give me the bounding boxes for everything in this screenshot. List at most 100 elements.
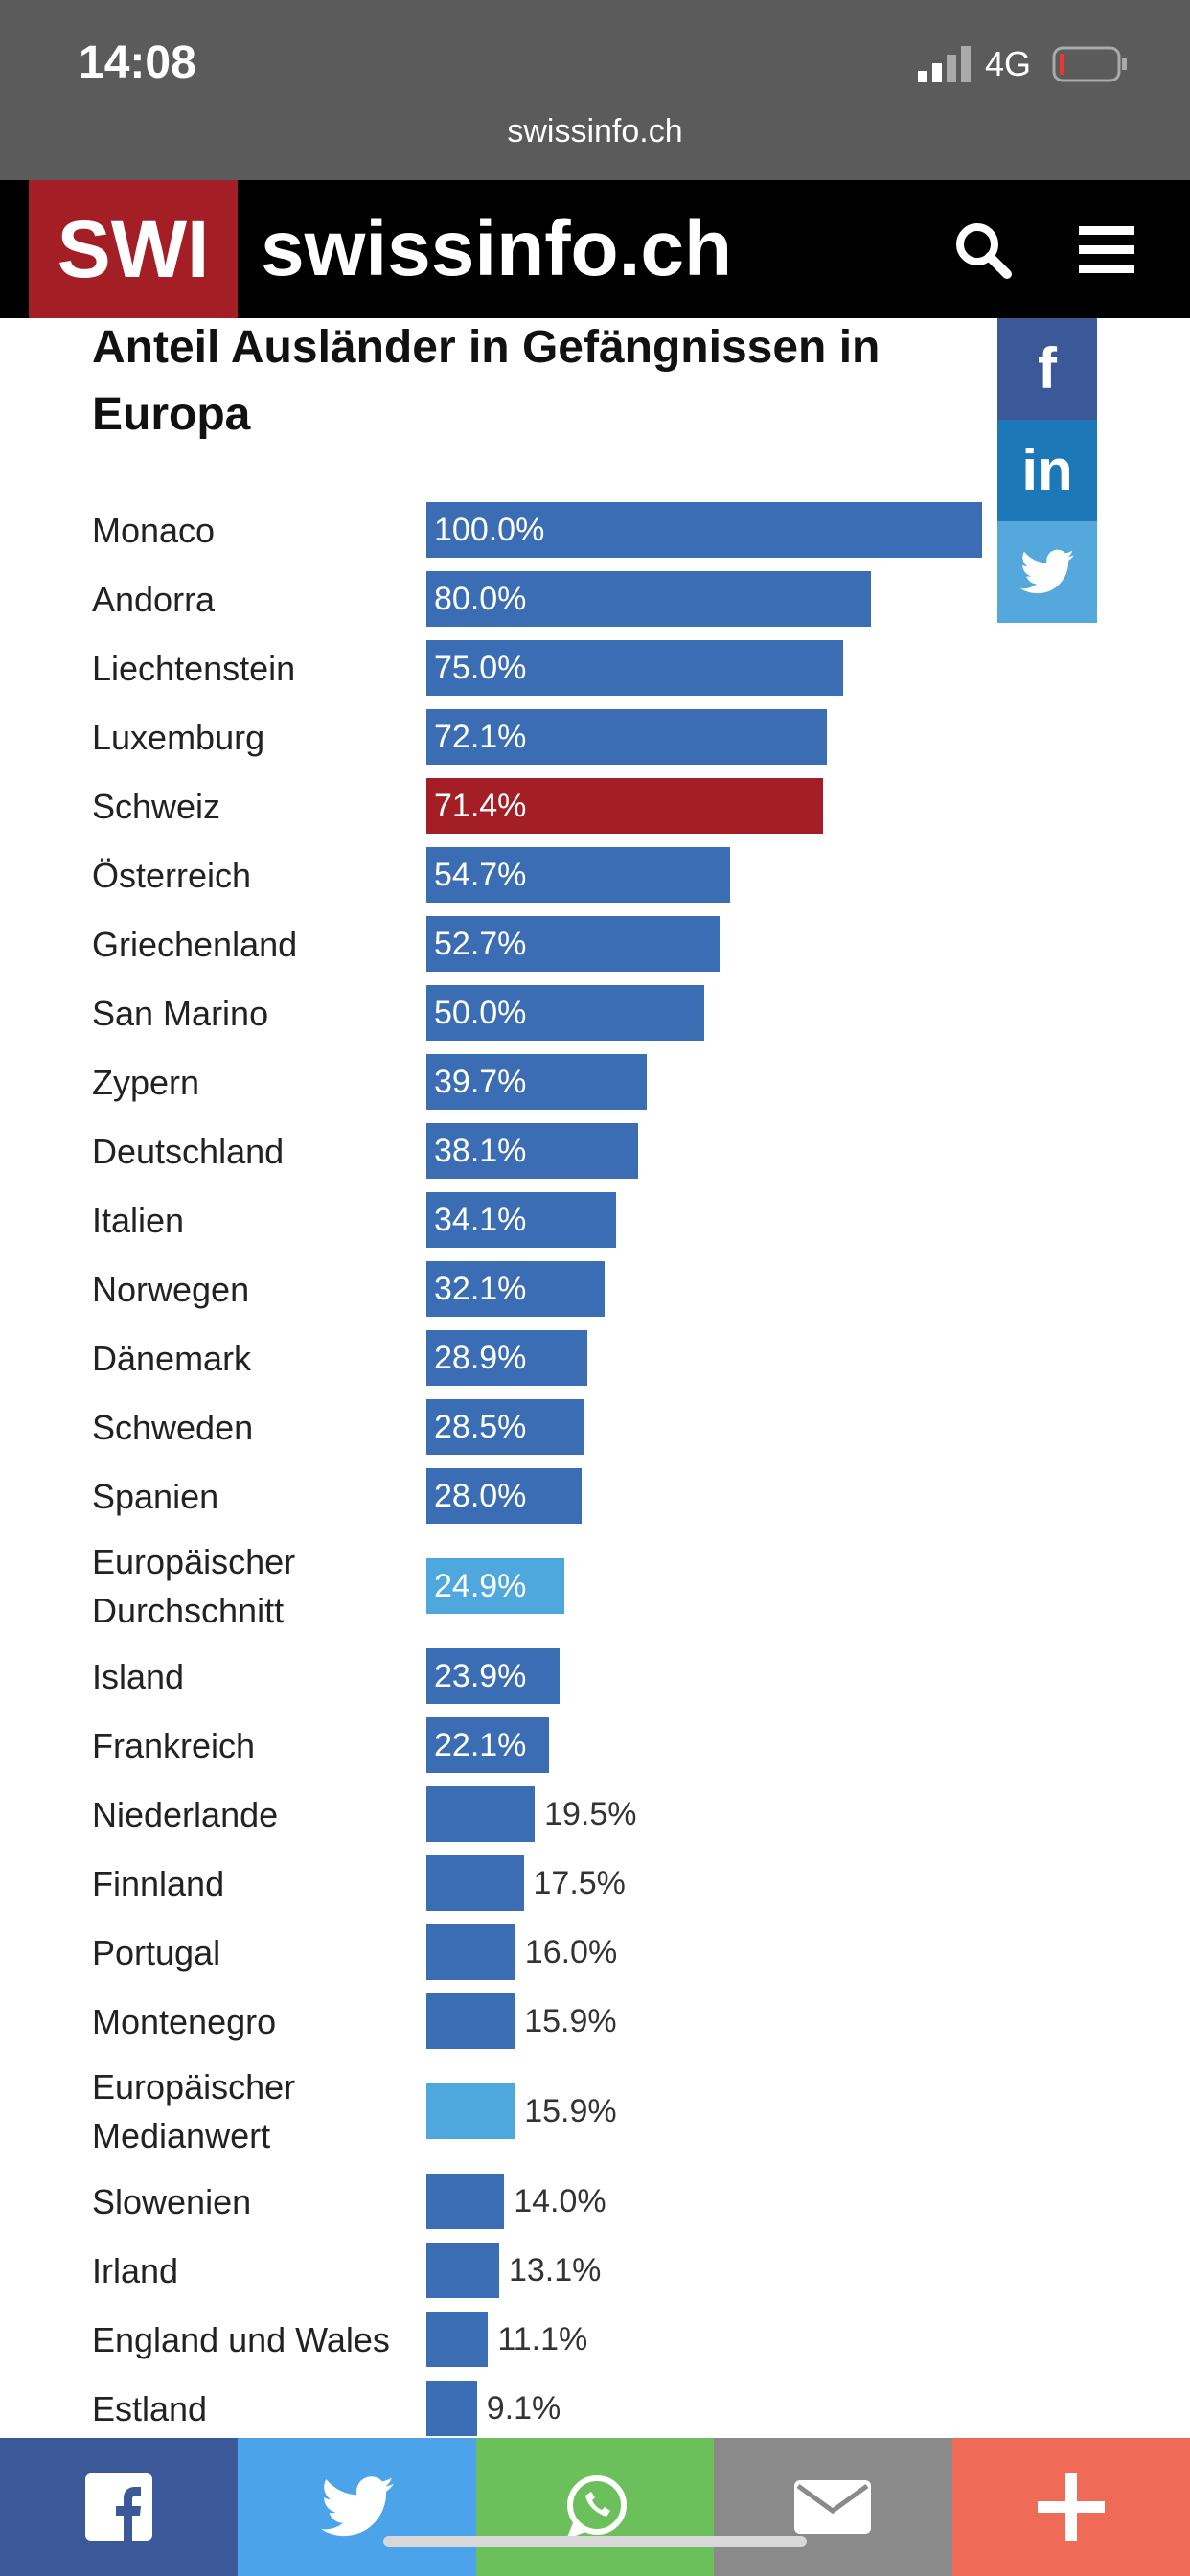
- status-bar: 14:08 4G swissinfo.ch: [0, 0, 1190, 180]
- category-label: Europäischer Durchschnitt: [92, 1542, 296, 1630]
- email-button[interactable]: [714, 2438, 952, 2576]
- network: 4G: [985, 44, 1032, 83]
- search-icon[interactable]: [953, 220, 1013, 280]
- category-label: Estland: [92, 2388, 208, 2428]
- category-label: England und Wales: [92, 2319, 390, 2359]
- category-label: Liechtenstein: [92, 648, 296, 688]
- linkedin-share[interactable]: in: [997, 420, 1097, 521]
- bar-row: Finnland 17.5%: [92, 1849, 1050, 1918]
- bar: 22.1%: [426, 1717, 550, 1773]
- bar-row: Griechenland 52.7%: [92, 909, 1050, 978]
- bar: 28.5%: [426, 1399, 585, 1455]
- url[interactable]: swissinfo.ch: [507, 113, 683, 150]
- bar: [426, 1993, 515, 2049]
- category-label: Island: [92, 1656, 185, 1696]
- facebook-button[interactable]: [0, 2438, 239, 2576]
- value-label: 100.0%: [434, 511, 545, 548]
- menu-icon[interactable]: [1079, 226, 1134, 274]
- value-label: 34.1%: [434, 1201, 527, 1238]
- category-label: San Marino: [92, 993, 269, 1033]
- share-sidebar: f in: [997, 318, 1097, 623]
- logo[interactable]: SWI: [29, 180, 238, 318]
- bar: 50.0%: [426, 985, 704, 1041]
- bar-row: San Marino 50.0%: [92, 978, 1050, 1047]
- bar: 38.1%: [426, 1123, 638, 1179]
- value-label: 75.0%: [434, 649, 527, 686]
- category-label: Norwegen: [92, 1269, 250, 1309]
- plus-icon: [1037, 2473, 1105, 2541]
- bar-row: Norwegen 32.1%: [92, 1254, 1050, 1323]
- site-name[interactable]: swissinfo.ch: [261, 205, 733, 292]
- bar-row: Europäischer Medianwert 15.9%: [92, 2056, 1050, 2167]
- bar-row: Schweiz 71.4%: [92, 771, 1050, 840]
- bar-row: Dänemark 28.9%: [92, 1323, 1050, 1392]
- bar-row: Österreich 54.7%: [92, 840, 1050, 909]
- bar: [426, 2174, 505, 2229]
- signal-icon: [918, 46, 971, 82]
- category-label: Monaco: [92, 510, 216, 550]
- category-label: Portugal: [92, 1932, 221, 1972]
- value-label: 24.9%: [434, 1567, 527, 1604]
- category-label: Europäischer Medianwert: [92, 2067, 296, 2155]
- value-label: 28.9%: [434, 1339, 527, 1376]
- whatsapp-button[interactable]: [475, 2438, 715, 2576]
- value-label: 19.5%: [544, 1795, 637, 1832]
- category-label: Frankreich: [92, 1725, 256, 1765]
- value-label: 9.1%: [486, 2389, 561, 2426]
- bar: 28.0%: [426, 1468, 583, 1524]
- bar: 75.0%: [426, 640, 843, 696]
- twitter-share[interactable]: [997, 521, 1097, 623]
- bar: 23.9%: [426, 1648, 560, 1704]
- more-button[interactable]: [951, 2438, 1190, 2576]
- value-label: 28.0%: [434, 1477, 527, 1514]
- bar-row: Liechtenstein 75.0%: [92, 633, 1050, 702]
- bar: 71.4%: [426, 778, 824, 834]
- value-label: 22.1%: [434, 1726, 527, 1763]
- value-label: 32.1%: [434, 1270, 527, 1307]
- category-label: Andorra: [92, 579, 216, 619]
- bar: 72.1%: [426, 709, 828, 765]
- bar: 32.1%: [426, 1261, 606, 1317]
- category-label: Italien: [92, 1200, 185, 1240]
- category-label: Slowenien: [92, 2181, 252, 2221]
- value-label: 15.9%: [524, 2002, 617, 2039]
- bar-row: Schweden 28.5%: [92, 1392, 1050, 1461]
- value-label: 71.4%: [434, 787, 527, 824]
- bar-row: Spanien 28.0%: [92, 1461, 1050, 1530]
- bar-row: Deutschland 38.1%: [92, 1116, 1050, 1185]
- category-label: Finnland: [92, 1863, 225, 1903]
- clock: 14:08: [79, 37, 196, 88]
- bar-row: Niederlande 19.5%: [92, 1780, 1050, 1849]
- value-label: 54.7%: [434, 856, 527, 893]
- category-label: Luxemburg: [92, 717, 265, 757]
- bar-row: Frankreich 22.1%: [92, 1711, 1050, 1780]
- bar: [426, 2380, 477, 2436]
- bar: 80.0%: [426, 571, 871, 627]
- email-icon: [794, 2480, 872, 2534]
- value-label: 38.1%: [434, 1132, 527, 1169]
- bar: 52.7%: [426, 916, 720, 972]
- value-label: 28.5%: [434, 1408, 527, 1445]
- chart-title: Anteil Ausländer in Gefängnissen in Euro…: [92, 322, 881, 440]
- facebook-share[interactable]: f: [997, 318, 1097, 420]
- bar: 34.1%: [426, 1192, 616, 1248]
- bar-row: Italien 34.1%: [92, 1185, 1050, 1254]
- value-label: 39.7%: [434, 1063, 527, 1100]
- category-label: Spanien: [92, 1476, 219, 1516]
- twitter-icon: [1020, 549, 1074, 594]
- value-label: 50.0%: [434, 994, 527, 1031]
- bar: 28.9%: [426, 1330, 587, 1386]
- value-label: 11.1%: [497, 2320, 588, 2358]
- bar: [426, 1786, 536, 1842]
- bar: 54.7%: [426, 847, 731, 903]
- bar-row: England und Wales 11.1%: [92, 2305, 1050, 2374]
- twitter-button[interactable]: [238, 2438, 476, 2576]
- category-label: Griechenland: [92, 924, 298, 964]
- bar-row: Slowenien 14.0%: [92, 2167, 1050, 2236]
- value-label: 17.5%: [533, 1864, 626, 1901]
- bar: 39.7%: [426, 1054, 648, 1110]
- bar-row: Monaco 100.0%: [92, 495, 1050, 564]
- battery-icon: [1052, 46, 1127, 82]
- category-label: Deutschland: [92, 1131, 285, 1171]
